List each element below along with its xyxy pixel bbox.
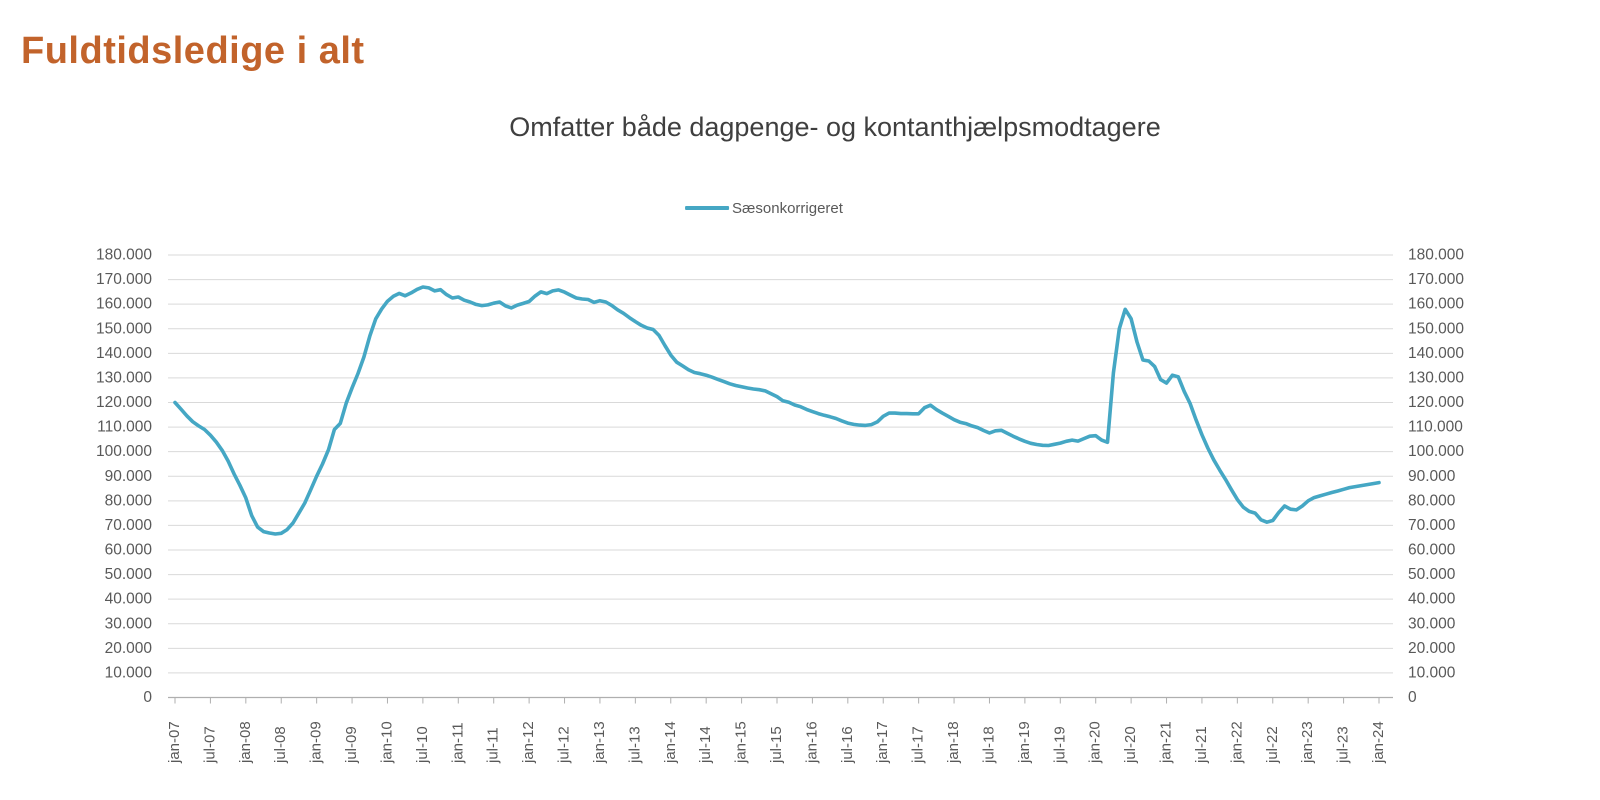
x-tick-label: jul-23	[1335, 726, 1352, 764]
y-tick-label-right: 170.000	[1408, 271, 1464, 288]
x-tick-label: jan-11	[449, 722, 466, 764]
y-tick-label-right: 20.000	[1408, 640, 1456, 657]
page-title: Fuldtidsledige i alt	[21, 30, 365, 72]
y-tick-label-left: 180.000	[96, 247, 152, 264]
x-tick-label: jan-14	[662, 721, 679, 764]
x-tick-label: jan-15	[733, 721, 750, 764]
y-tick-label-left: 100.000	[96, 443, 152, 460]
y-tick-label-right: 160.000	[1408, 296, 1464, 313]
y-tick-label-right: 0	[1408, 689, 1417, 706]
y-tick-label-right: 150.000	[1408, 320, 1464, 337]
legend-label: Sæsonkorrigeret	[732, 199, 843, 217]
y-tick-label-right: 100.000	[1408, 443, 1464, 460]
y-tick-label-left: 140.000	[96, 345, 152, 362]
y-tick-label-left: 150.000	[96, 320, 152, 337]
chart-subtitle: Omfatter både dagpenge- og kontanthjælps…	[509, 112, 1161, 142]
y-tick-label-left: 40.000	[105, 591, 153, 608]
x-tick-label: jul-10	[414, 726, 431, 764]
y-tick-label-right: 40.000	[1408, 591, 1456, 608]
x-tick-label: jul-08	[272, 726, 289, 764]
x-tick-label: jan-23	[1299, 721, 1316, 764]
x-tick-label: jul-13	[626, 726, 643, 764]
y-tick-label-left: 120.000	[96, 394, 152, 411]
y-tick-label-left: 10.000	[105, 664, 153, 681]
x-tick-label: jan-20	[1087, 721, 1104, 764]
x-tick-label: jan-09	[308, 721, 325, 764]
y-tick-label-left: 30.000	[105, 615, 153, 632]
x-tick-label: jan-24	[1370, 721, 1387, 764]
x-tick-label: jul-16	[839, 726, 856, 764]
x-tick-label: jan-17	[874, 721, 891, 764]
y-tick-label-left: 60.000	[105, 542, 153, 559]
y-tick-label-right: 140.000	[1408, 345, 1464, 362]
x-tick-label: jul-18	[981, 726, 998, 764]
x-tick-label: jul-12	[556, 726, 573, 764]
x-tick-label: jul-22	[1264, 726, 1281, 764]
y-tick-label-right: 90.000	[1408, 468, 1456, 485]
y-tick-label-left: 130.000	[96, 369, 152, 386]
x-tick-label: jan-12	[520, 721, 537, 764]
chart-legend: Sæsonkorrigeret	[685, 199, 843, 217]
y-tick-label-right: 70.000	[1408, 517, 1456, 534]
series-line-saesonkorrigeret	[173, 285, 1381, 536]
x-tick-label: jan-10	[379, 721, 396, 764]
x-tick-label: jul-07	[201, 726, 218, 764]
x-tick-label: jan-08	[237, 721, 254, 764]
y-tick-label-right: 130.000	[1408, 369, 1464, 386]
y-tick-label-right: 120.000	[1408, 394, 1464, 411]
y-tick-label-left: 110.000	[97, 419, 152, 436]
x-tick-label: jul-21	[1193, 726, 1210, 764]
x-tick-label: jan-16	[803, 721, 820, 764]
legend-line-swatch	[685, 206, 730, 210]
x-tick-label: jul-15	[768, 726, 785, 764]
x-tick-label: jul-09	[343, 726, 360, 764]
x-tick-label: jul-17	[910, 726, 927, 764]
y-tick-label-left: 50.000	[105, 566, 153, 583]
y-tick-label-right: 180.000	[1408, 247, 1464, 264]
y-tick-label-right: 10.000	[1408, 664, 1456, 681]
y-tick-label-right: 30.000	[1408, 615, 1456, 632]
y-tick-label-left: 70.000	[105, 517, 153, 534]
y-tick-label-right: 110.000	[1408, 419, 1463, 436]
x-tick-label: jan-07	[166, 721, 183, 764]
x-tick-label: jul-14	[697, 726, 714, 764]
y-tick-label-left: 160.000	[96, 296, 152, 313]
x-tick-label: jul-20	[1122, 726, 1139, 764]
x-tick-label: jul-11	[485, 727, 502, 764]
x-tick-label: jan-21	[1158, 721, 1175, 764]
x-tick-label: jan-18	[945, 721, 962, 764]
y-tick-label-right: 50.000	[1408, 566, 1456, 583]
y-tick-label-left: 170.000	[96, 271, 152, 288]
y-tick-label-left: 20.000	[105, 640, 153, 657]
y-tick-label-right: 80.000	[1408, 492, 1456, 509]
x-tick-label: jan-22	[1228, 721, 1245, 764]
y-tick-label-right: 60.000	[1408, 542, 1456, 559]
y-tick-label-left: 90.000	[105, 468, 153, 485]
x-tick-label: jan-19	[1016, 721, 1033, 764]
y-tick-label-left: 80.000	[105, 492, 153, 509]
x-tick-label: jul-19	[1051, 726, 1068, 764]
y-tick-label-left: 0	[143, 689, 152, 706]
x-tick-label: jan-13	[591, 721, 608, 764]
